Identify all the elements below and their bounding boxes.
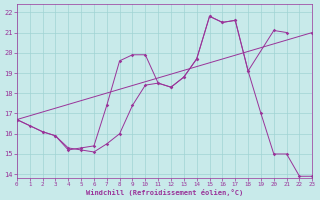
X-axis label: Windchill (Refroidissement éolien,°C): Windchill (Refroidissement éolien,°C) (86, 189, 243, 196)
